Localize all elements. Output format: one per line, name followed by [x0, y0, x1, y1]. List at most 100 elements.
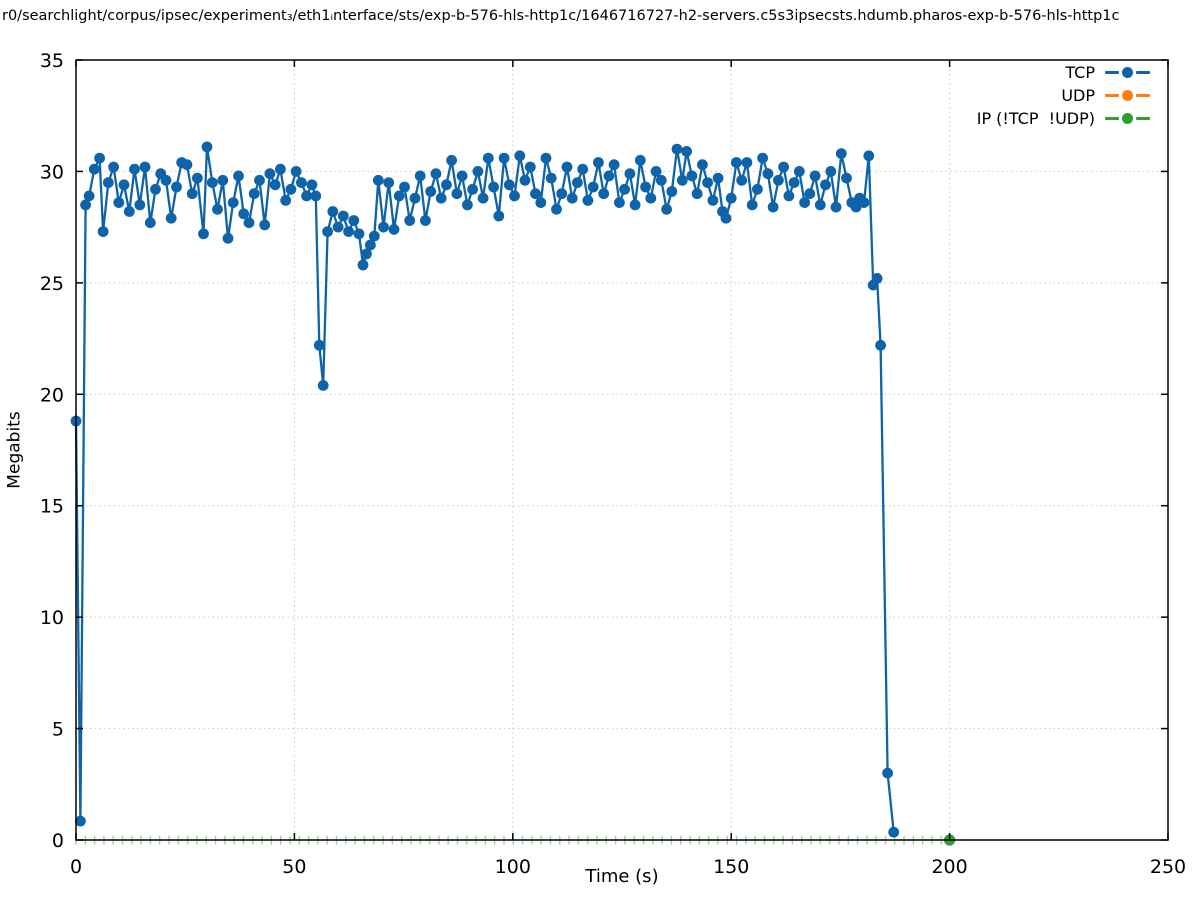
tcp-series-point — [741, 157, 753, 168]
tcp-series-point — [317, 380, 329, 391]
tcp-series-point — [888, 826, 900, 838]
legend-dash-icon — [1136, 116, 1150, 120]
x-axis-label: Time (s) — [585, 866, 659, 887]
tcp-series-point — [357, 259, 369, 271]
tcp-series-point — [793, 166, 805, 177]
tcp-series-point — [650, 166, 662, 177]
tcp-series-point — [378, 221, 389, 233]
legend-dash-icon — [1136, 70, 1150, 74]
legend-dash-icon — [1105, 116, 1119, 120]
legend-sample — [1105, 66, 1150, 78]
tcp-series-point — [762, 168, 774, 180]
tcp-series-point — [353, 228, 365, 240]
tcp-series-point — [503, 179, 515, 191]
tcp-series-point — [493, 210, 505, 222]
tcp-series-point — [788, 177, 800, 189]
tcp-series-point — [430, 168, 442, 180]
tcp-series-point — [757, 152, 768, 164]
y-tick-label: 15 — [40, 496, 64, 518]
tcp-series-point — [310, 190, 322, 202]
tcp-series-point — [467, 183, 478, 195]
legend-dash-icon — [1105, 70, 1119, 74]
tcp-series-point — [425, 186, 437, 197]
tcp-series-point — [238, 208, 250, 220]
tcp-series-point — [186, 188, 198, 200]
tcp-series-point — [139, 161, 151, 173]
legend-label: TCP — [1065, 62, 1095, 82]
tcp-series-point — [322, 226, 333, 238]
x-tick-label: 0 — [70, 856, 82, 878]
tcp-series-point — [198, 228, 209, 240]
tcp-series-point — [702, 177, 713, 189]
tcp-series-point — [661, 203, 672, 215]
tcp-series-point — [850, 201, 862, 213]
tcp-series-point — [80, 199, 91, 211]
tcp-series-point — [150, 183, 161, 195]
tcp-series-point — [835, 148, 847, 160]
tcp-series-point — [275, 163, 286, 175]
legend-dash-icon — [1136, 93, 1150, 97]
tcp-series-point — [206, 177, 218, 189]
tcp-series-point — [804, 188, 816, 200]
tcp-series-point — [201, 141, 213, 153]
tcp-series-point — [509, 190, 520, 202]
tcp-series-point — [248, 188, 260, 200]
legend-sample — [1105, 112, 1150, 124]
tcp-series-point — [614, 197, 625, 209]
y-axis-label: Megabits — [5, 411, 25, 489]
tcp-series-point — [524, 161, 536, 173]
tcp-series-point — [472, 166, 484, 177]
tcp-series-point — [123, 206, 135, 217]
tcp-series-point — [814, 199, 826, 211]
tcp-series-point — [697, 159, 708, 171]
x-tick-label: 250 — [1150, 856, 1186, 878]
tcp-series-point — [540, 152, 552, 164]
tcp-series-point — [634, 154, 646, 166]
tcp-series-point — [841, 172, 852, 184]
tcp-series-point — [671, 143, 683, 155]
legend-row-tcp: TCP — [977, 62, 1150, 82]
tcp-series-point — [676, 174, 688, 186]
tcp-series-point — [212, 203, 223, 215]
tcp-series-point — [332, 221, 344, 233]
tcp-series-point — [809, 170, 821, 182]
tcp-series-point — [830, 201, 842, 213]
tcp-series-point — [264, 168, 276, 180]
tcp-series-point — [488, 181, 499, 193]
tcp-series-point — [414, 170, 426, 182]
tcp-series-point — [587, 181, 599, 193]
tcp-series-point — [882, 767, 893, 779]
tcp-series-point — [290, 166, 302, 177]
tcp-series-point — [399, 181, 410, 193]
x-tick-label: 200 — [931, 856, 967, 878]
tcp-series-point — [778, 161, 789, 173]
tcp-series-point — [368, 230, 380, 242]
tcp-series-point — [731, 157, 742, 168]
tcp-series-point — [361, 248, 372, 260]
tcp-series-point — [645, 192, 657, 204]
tcp-series-point — [577, 163, 589, 175]
y-tick-label: 30 — [40, 161, 64, 183]
tcp-series-point — [598, 188, 610, 200]
x-tick-label: 150 — [713, 856, 749, 878]
tcp-series-point — [462, 199, 473, 211]
tcp-series-point — [498, 152, 510, 164]
tcp-series-point — [217, 174, 229, 186]
y-tick-label: 10 — [40, 607, 64, 629]
legend-label: UDP — [1061, 85, 1095, 105]
tcp-series-point — [409, 192, 421, 204]
tcp-series-point — [372, 174, 384, 186]
tcp-series-point — [561, 161, 573, 173]
legend-dot-icon — [1122, 66, 1133, 78]
tcp-series-point — [97, 226, 109, 238]
tcp-series-point — [556, 188, 568, 200]
tcp-series-point — [365, 239, 376, 251]
tcp-series-point — [720, 212, 732, 224]
legend-sample — [1105, 89, 1150, 101]
tcp-series-point — [477, 192, 489, 204]
tcp-series-point — [566, 192, 578, 204]
tcp-series-point — [343, 226, 354, 238]
tcp-series-point — [863, 150, 875, 162]
tcp-series-point — [118, 179, 130, 191]
legend-dash-icon — [1105, 93, 1119, 97]
